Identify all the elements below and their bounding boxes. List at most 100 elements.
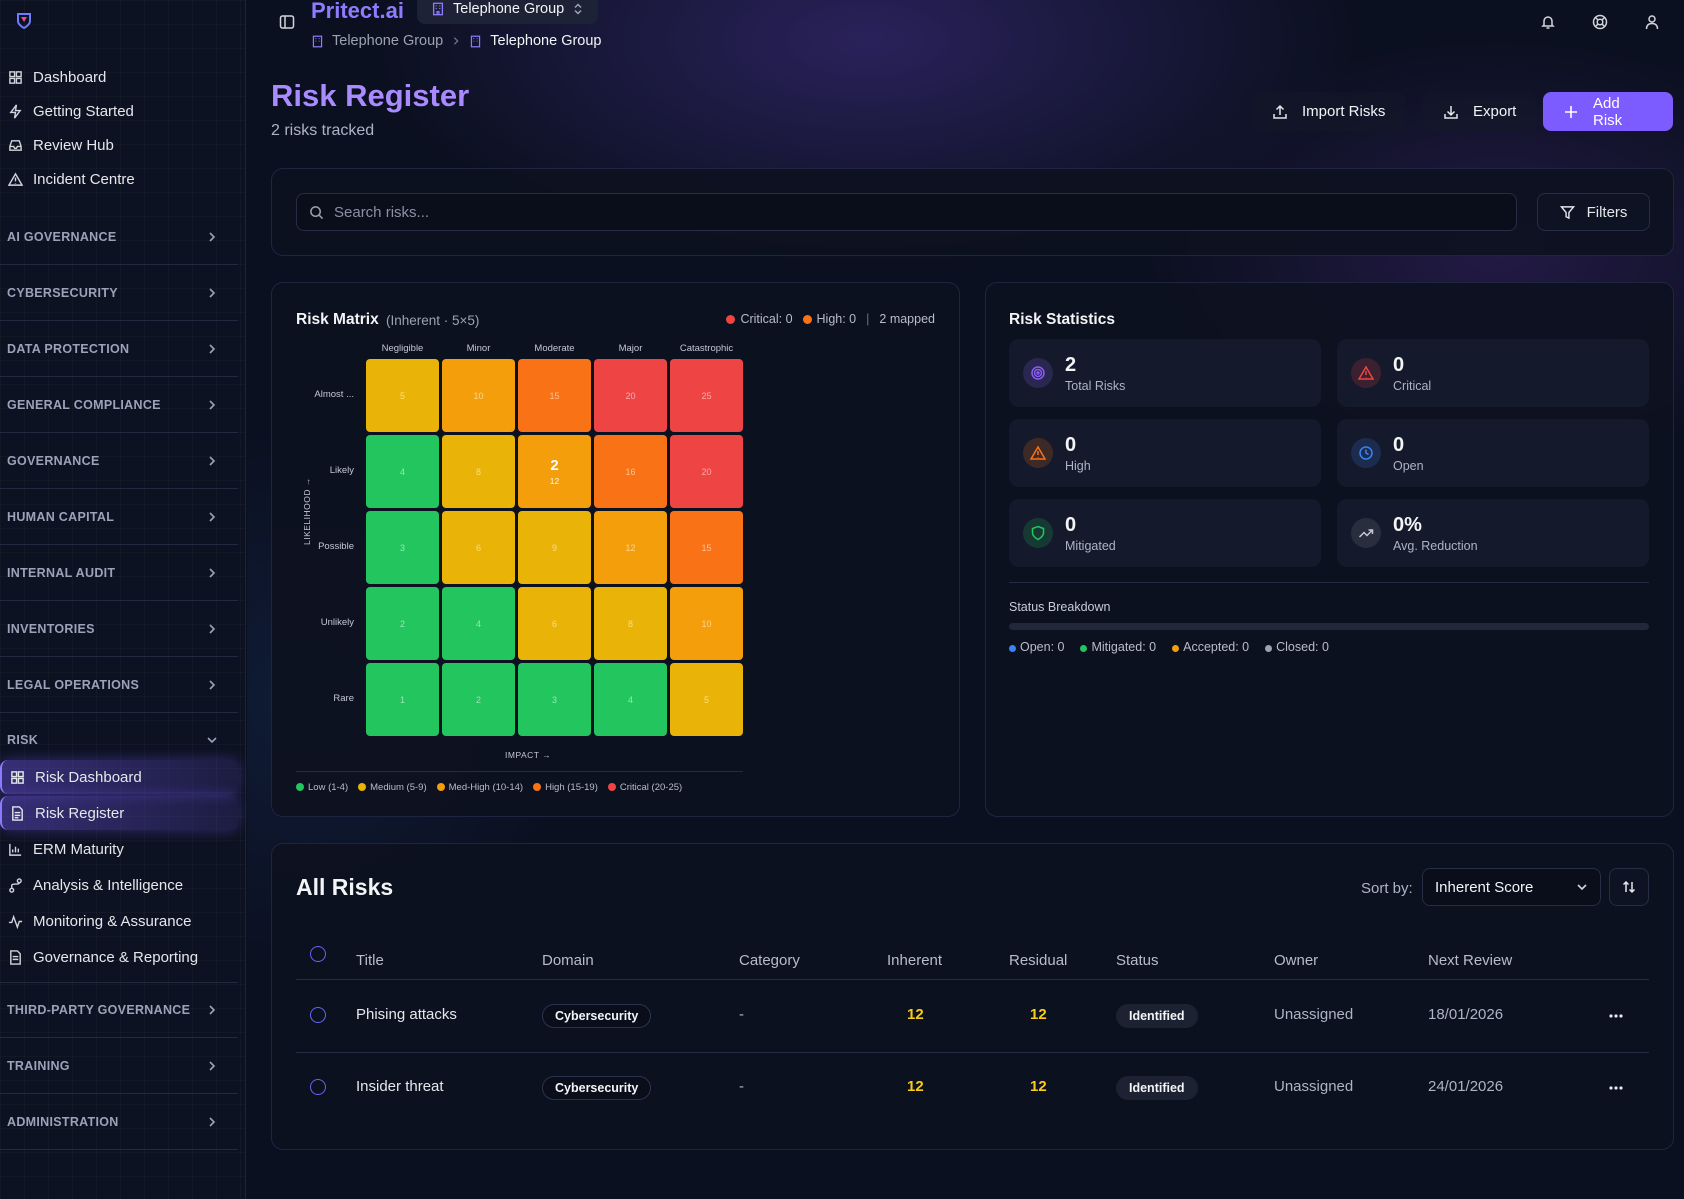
row-checkbox[interactable]: [310, 1079, 326, 1095]
matrix-cell[interactable]: 10: [670, 587, 743, 660]
matrix-cell[interactable]: 9: [518, 511, 591, 584]
add-risk-button[interactable]: Add Risk: [1543, 92, 1673, 131]
grid-icon: [11, 770, 24, 784]
sidebar-section-ai-governance[interactable]: AI GOVERNANCE: [0, 209, 238, 265]
matrix-cell[interactable]: 15: [670, 511, 743, 584]
user-menu-button[interactable]: [1641, 11, 1663, 33]
column-header-next-review[interactable]: Next Review: [1428, 952, 1513, 969]
sidebar-section-internal-audit[interactable]: INTERNAL AUDIT: [0, 545, 238, 601]
help-button[interactable]: [1589, 11, 1611, 33]
matrix-row-header: Almost ...: [314, 389, 354, 400]
section-label: THIRD-PARTY GOVERNANCE: [7, 1003, 191, 1017]
sidebar-section-administration[interactable]: ADMINISTRATION: [0, 1094, 238, 1150]
matrix-cell[interactable]: 6: [442, 511, 515, 584]
breakdown-accepted: Accepted: 0: [1172, 640, 1249, 654]
breadcrumb-item[interactable]: Telephone Group: [332, 33, 444, 49]
matrix-cell-score: 25: [701, 390, 712, 401]
row-checkbox[interactable]: [310, 1007, 326, 1023]
matrix-cell[interactable]: 5: [670, 663, 743, 736]
org-switcher[interactable]: Telephone Group: [417, 0, 599, 24]
matrix-cell[interactable]: 2: [366, 587, 439, 660]
chevron-right-icon: [209, 1060, 216, 1071]
sidebar-item-getting-started[interactable]: Getting Started: [0, 94, 238, 128]
matrix-cell[interactable]: 16: [594, 435, 667, 508]
domain-badge: Cybersecurity: [542, 1076, 652, 1100]
matrix-cell[interactable]: 12: [594, 511, 667, 584]
matrix-cell-score: 8: [627, 618, 633, 629]
column-header-status[interactable]: Status: [1116, 952, 1159, 969]
sidebar-section-legal-operations[interactable]: LEGAL OPERATIONS: [0, 657, 238, 713]
matrix-cell[interactable]: 25: [670, 359, 743, 432]
matrix-cell[interactable]: 4: [442, 587, 515, 660]
matrix-cell[interactable]: 4: [594, 663, 667, 736]
import-risks-button[interactable]: Import Risks: [1252, 92, 1406, 131]
sidebar-section-cybersecurity[interactable]: CYBERSECURITY: [0, 265, 238, 321]
sidebar-item-erm-maturity[interactable]: ERM Maturity: [0, 832, 238, 866]
filters-button[interactable]: Filters: [1537, 193, 1650, 231]
sort-select[interactable]: Inherent Score: [1422, 868, 1601, 906]
matrix-cell[interactable]: 3: [366, 511, 439, 584]
more-actions-icon[interactable]: [1607, 1007, 1625, 1025]
sidebar-section-inventories[interactable]: INVENTORIES: [0, 601, 238, 657]
more-actions-icon[interactable]: [1607, 1079, 1625, 1097]
column-header-domain[interactable]: Domain: [542, 952, 594, 969]
sidebar-item-risk-dashboard[interactable]: Risk Dashboard: [0, 760, 238, 794]
brand-name[interactable]: Pritect.ai: [311, 0, 404, 23]
matrix-cell[interactable]: 3: [518, 663, 591, 736]
sidebar-item-governance-reporting[interactable]: Governance & Reporting: [0, 940, 238, 974]
section-label: TRAINING: [7, 1058, 70, 1073]
stat-value: 0: [1393, 433, 1405, 456]
matrix-cell[interactable]: 8: [442, 435, 515, 508]
matrix-cell[interactable]: 2 12: [518, 435, 591, 508]
matrix-cell[interactable]: 15: [518, 359, 591, 432]
sidebar-item-monitoring-assurance[interactable]: Monitoring & Assurance: [0, 904, 238, 938]
chevron-right-icon: [209, 1116, 216, 1127]
matrix-cell[interactable]: 10: [442, 359, 515, 432]
matrix-cell[interactable]: 20: [670, 435, 743, 508]
risk-title[interactable]: Insider threat: [356, 1078, 444, 1095]
sidebar-section-data-protection[interactable]: DATA PROTECTION: [0, 321, 238, 377]
column-header-owner[interactable]: Owner: [1274, 952, 1319, 969]
sort-direction-button[interactable]: [1609, 868, 1649, 906]
matrix-cell-score: 12: [625, 542, 636, 553]
sidebar-item-dashboard[interactable]: Dashboard: [0, 60, 238, 94]
chevron-right-icon: [209, 679, 216, 690]
matrix-column-header: Catastrophic: [679, 343, 734, 354]
sidebar-section-general-compliance[interactable]: GENERAL COMPLIANCE: [0, 377, 238, 433]
select-all-checkbox[interactable]: [310, 946, 326, 962]
sidebar-section-risk[interactable]: RISK: [0, 713, 238, 767]
matrix-cell[interactable]: 5: [366, 359, 439, 432]
notifications-button[interactable]: [1537, 11, 1559, 33]
matrix-cell[interactable]: 2: [442, 663, 515, 736]
matrix-cell[interactable]: 1: [366, 663, 439, 736]
legend-swatch: [436, 783, 445, 791]
risk-title[interactable]: Phising attacks: [356, 1006, 457, 1023]
residual-score: 12: [1030, 1078, 1047, 1095]
column-header-title[interactable]: Title: [356, 952, 384, 969]
logo-icon[interactable]: [16, 12, 32, 30]
matrix-cell[interactable]: 4: [366, 435, 439, 508]
sidebar-section-human-capital[interactable]: HUMAN CAPITAL: [0, 489, 238, 545]
matrix-cell[interactable]: 6: [518, 587, 591, 660]
topbar: Pritect.ai Telephone Group Telephone Gro…: [247, 0, 1684, 56]
section-label: ADMINISTRATION: [7, 1114, 119, 1129]
column-header-inherent[interactable]: Inherent: [887, 952, 943, 969]
matrix-cell-score: 20: [625, 390, 636, 401]
column-header-category[interactable]: Category: [739, 952, 800, 969]
sidebar-section-governance[interactable]: GOVERNANCE: [0, 433, 238, 489]
sidebar-section-training[interactable]: TRAINING: [0, 1038, 238, 1094]
matrix-cell[interactable]: 20: [594, 359, 667, 432]
sidebar-toggle-button[interactable]: [276, 11, 298, 33]
export-button[interactable]: Export: [1423, 92, 1537, 131]
sidebar-item-review-hub[interactable]: Review Hub: [0, 128, 238, 162]
sidebar-item-incident-centre[interactable]: Incident Centre: [0, 162, 238, 196]
matrix-cell[interactable]: 8: [594, 587, 667, 660]
search-box[interactable]: [296, 193, 1517, 231]
legend-swatch: [296, 783, 304, 791]
sidebar-item-analysis-intelligence[interactable]: Analysis & Intelligence: [0, 868, 238, 902]
sidebar-item-risk-register[interactable]: Risk Register: [0, 796, 238, 830]
column-header-residual[interactable]: Residual: [1009, 952, 1068, 969]
search-input[interactable]: [334, 203, 1434, 221]
sidebar-section-third-party-governance[interactable]: THIRD-PARTY GOVERNANCE: [0, 982, 238, 1038]
stat-label: Open: [1393, 458, 1424, 473]
